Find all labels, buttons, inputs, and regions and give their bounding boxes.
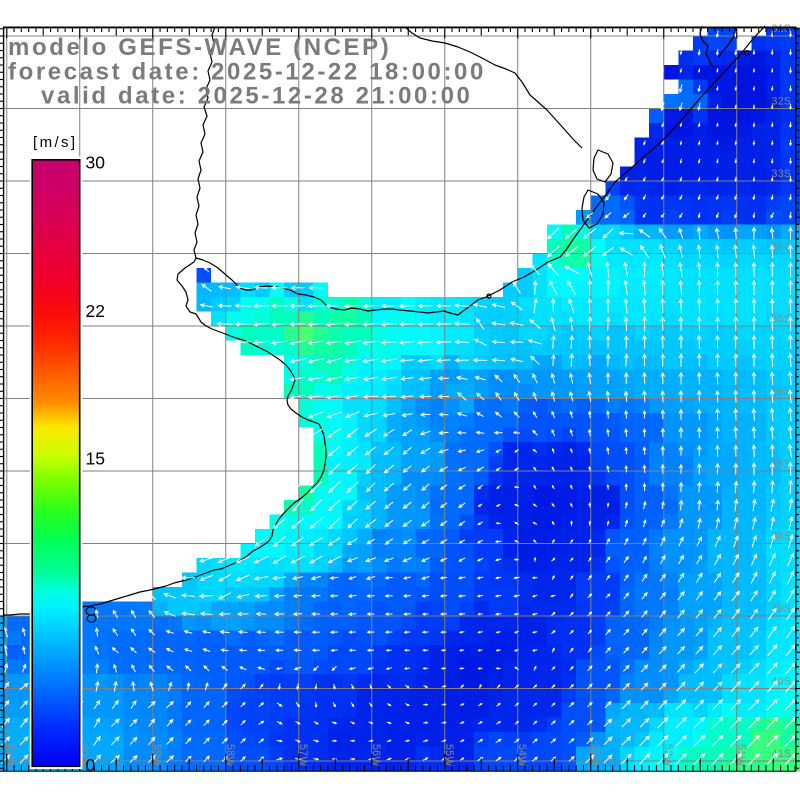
svg-text:32S: 32S xyxy=(772,95,792,107)
svg-text:61W: 61W xyxy=(5,744,17,767)
svg-text:54W: 54W xyxy=(516,744,528,767)
svg-text:53W: 53W xyxy=(589,744,601,767)
svg-text:38S: 38S xyxy=(772,530,792,542)
svg-text:[m/s]: [m/s] xyxy=(33,134,78,151)
svg-text:33S: 33S xyxy=(772,168,792,180)
svg-text:35S: 35S xyxy=(772,313,792,325)
svg-text:forecast date: 2025-12-22 18:0: forecast date: 2025-12-22 18:00:00 xyxy=(8,58,486,85)
svg-text:59W: 59W xyxy=(151,744,163,767)
svg-text:40S: 40S xyxy=(772,675,792,687)
svg-text:modelo GEFS-WAVE (NCEP): modelo GEFS-WAVE (NCEP) xyxy=(8,34,391,61)
svg-text:52W: 52W xyxy=(662,744,674,767)
svg-text:56W: 56W xyxy=(370,744,382,767)
svg-text:55W: 55W xyxy=(443,744,455,767)
svg-text:15: 15 xyxy=(86,449,105,469)
svg-text:41S: 41S xyxy=(772,748,792,760)
svg-text:0: 0 xyxy=(86,755,96,775)
svg-text:39S: 39S xyxy=(772,603,792,615)
svg-text:31S: 31S xyxy=(772,23,792,35)
svg-text:30: 30 xyxy=(86,153,106,173)
svg-text:34S: 34S xyxy=(772,240,792,252)
svg-text:57W: 57W xyxy=(297,744,309,767)
svg-text:51W: 51W xyxy=(735,744,747,767)
svg-text:37S: 37S xyxy=(772,458,792,470)
svg-text:valid date: 2025-12-28 21:00:0: valid date: 2025-12-28 21:00:00 xyxy=(41,83,472,110)
svg-text:36S: 36S xyxy=(772,385,792,397)
svg-text:58W: 58W xyxy=(224,744,236,767)
svg-text:22: 22 xyxy=(86,301,105,321)
